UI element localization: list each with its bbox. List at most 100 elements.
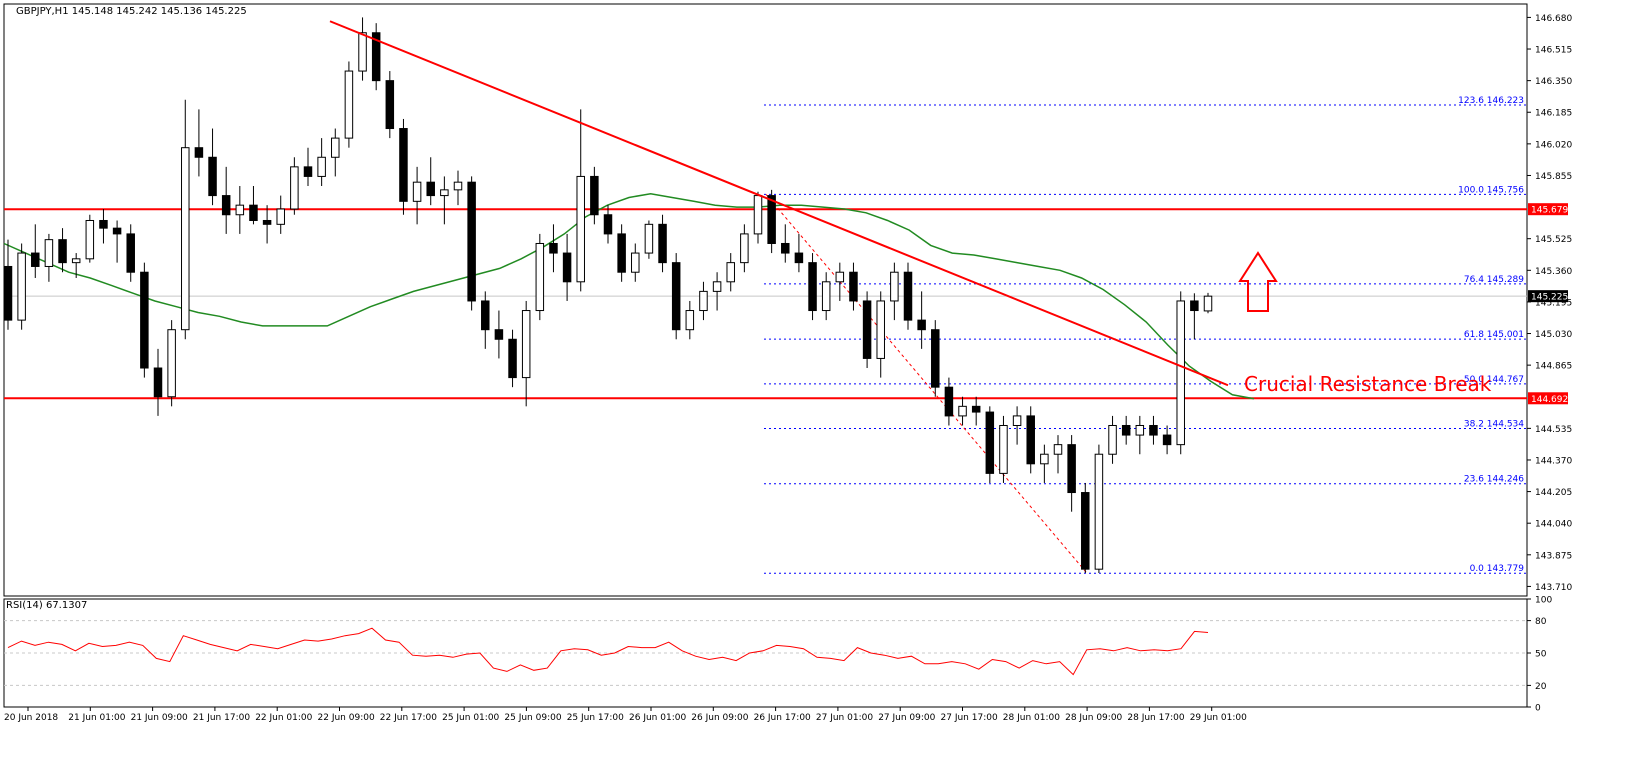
bull-candle-body: [876, 300, 885, 359]
candle: [467, 176, 476, 311]
bear-candle-body: [562, 252, 572, 283]
bear-candle-body: [99, 219, 108, 229]
candle: [835, 262, 845, 301]
time-axis-label: 21 Jun 01:00: [68, 713, 125, 723]
time-axis-label: 26 Jun 17:00: [754, 713, 811, 723]
bull-candle-body: [958, 405, 967, 417]
candle: [753, 191, 763, 244]
bear-candle-body: [153, 367, 163, 398]
candle: [521, 300, 531, 407]
candle: [3, 239, 13, 330]
bull-candle-body: [1203, 295, 1213, 312]
price-axis-label: 145.360: [1535, 267, 1572, 277]
price-axis-label: 146.350: [1535, 77, 1572, 87]
bear-candle-body: [1121, 424, 1131, 436]
price-axis-label: 145.525: [1535, 235, 1572, 245]
bull-candle-body: [290, 166, 299, 210]
bull-candle-body: [835, 271, 845, 283]
bull-candle-body: [331, 137, 340, 158]
candle: [1121, 415, 1131, 445]
bull-candle-body: [1135, 424, 1145, 436]
candle: [985, 406, 995, 483]
time-axis-label: 25 Jun 09:00: [504, 713, 561, 723]
bear-candle-body: [985, 411, 995, 474]
candle: [112, 220, 122, 263]
bear-candle-body: [944, 386, 954, 417]
bull-candle-body: [235, 204, 245, 216]
bull-candle-body: [740, 233, 749, 264]
price-axis-label: 146.185: [1535, 109, 1572, 119]
candle: [126, 224, 135, 282]
candle: [140, 262, 149, 378]
candle: [1012, 406, 1022, 445]
time-axis-label: 27 Jun 01:00: [816, 713, 873, 723]
rsi-pane: [3, 598, 1528, 708]
bull-candle-body: [1012, 415, 1022, 426]
bull-candle-body: [1094, 453, 1104, 570]
candle: [1053, 435, 1063, 474]
candle: [958, 396, 967, 426]
time-axis-label: 27 Jun 09:00: [878, 713, 935, 723]
candle: [249, 186, 258, 225]
bull-candle-body: [631, 252, 640, 273]
trendline: [329, 20, 1229, 387]
candle: [31, 224, 40, 278]
candle: [658, 214, 667, 273]
bear-candle-body: [112, 227, 122, 235]
bull-candle-body: [358, 32, 367, 72]
bear-candle-body: [481, 300, 490, 331]
candle: [181, 99, 190, 340]
price-axis-label: 144.040: [1535, 520, 1572, 530]
candle: [794, 233, 804, 273]
candle: [371, 23, 381, 91]
candle: [508, 329, 517, 388]
candle: [385, 71, 395, 139]
fib-level-label: 0.0 143.779: [1470, 564, 1525, 574]
candle: [276, 195, 285, 234]
bear-candle-body: [671, 262, 681, 331]
bear-candle-body: [971, 405, 981, 413]
bull-candle-body: [1040, 453, 1049, 465]
candle: [1176, 291, 1185, 455]
price-axis-label: 144.370: [1535, 456, 1572, 466]
candle: [903, 262, 913, 330]
candle: [399, 118, 408, 215]
time-axis-label: 22 Jun 17:00: [380, 713, 437, 723]
fib-level-label: 123.6 146.223: [1458, 96, 1524, 106]
candle: [849, 262, 858, 311]
bear-candle-body: [917, 319, 926, 331]
bull-candle-body: [999, 424, 1008, 474]
price-axis-label: 146.020: [1535, 140, 1572, 150]
candle: [317, 138, 326, 187]
candle: [862, 291, 872, 369]
time-axis-label: 21 Jun 17:00: [193, 713, 250, 723]
bull-candle-body: [317, 156, 326, 177]
bear-candle-body: [1190, 300, 1199, 312]
bear-candle-body: [126, 233, 135, 273]
bear-candle-body: [862, 300, 872, 359]
candle: [1094, 444, 1104, 574]
price-axis-label: 144.865: [1535, 362, 1572, 372]
bear-candle-body: [385, 80, 395, 130]
level-price-tag: [1528, 392, 1568, 405]
fib-level-label: 61.8 145.001: [1464, 330, 1524, 340]
candle: [235, 186, 245, 234]
candle: [562, 233, 572, 301]
bear-candle-body: [303, 166, 313, 177]
candle: [1149, 415, 1158, 445]
bear-candle-body: [1149, 424, 1158, 436]
candle: [1190, 293, 1199, 340]
bear-candle-body: [221, 195, 231, 216]
bear-candle-body: [1026, 415, 1035, 465]
candle: [876, 291, 885, 378]
rsi-title: RSI(14) 67.1307: [6, 600, 87, 611]
candle: [44, 233, 54, 282]
time-axis-label: 28 Jun 01:00: [1003, 713, 1060, 723]
price-pane: 123.6 146.223 100.0 145.756 76.4 145.289 61…: [3, 3, 1528, 597]
candle: [1067, 435, 1076, 512]
bull-candle-body: [85, 219, 95, 260]
bull-candle-body: [726, 262, 735, 283]
fib-swing-line: [765, 194, 1088, 574]
candle: [494, 310, 504, 359]
